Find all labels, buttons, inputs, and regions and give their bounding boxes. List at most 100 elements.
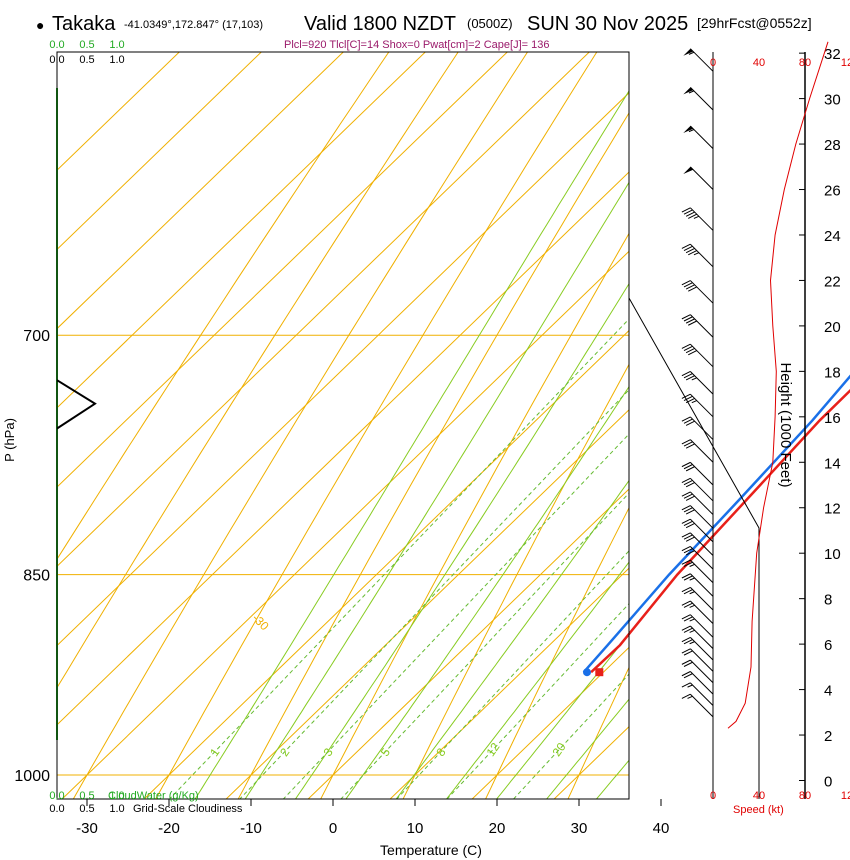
wind-barb [681, 573, 714, 597]
wind-barb-feather [685, 284, 695, 290]
isotherm-line [61, 250, 629, 799]
wind-barb-feather [681, 314, 691, 320]
temperature-tick-label: -10 [240, 820, 262, 837]
wind-barb-staff [690, 166, 714, 190]
wind-barb-feather [683, 650, 693, 656]
wind-barb [681, 518, 714, 543]
wind-barb-feather [681, 393, 691, 399]
isotherm-line [225, 409, 629, 799]
mixing-ratio-line [168, 318, 629, 799]
wind-barb-flag [683, 166, 694, 174]
wind-barb [683, 125, 714, 149]
sounding-series [56, 88, 850, 740]
mixing-ratio-line [396, 550, 629, 799]
wind-barb-feather [685, 347, 695, 354]
height-tick-label: 26 [824, 183, 841, 200]
dry-adiabat-line [72, 52, 529, 799]
wind-barb-feather [685, 397, 695, 404]
wind-barb-feather [685, 550, 695, 556]
mixing-ratio-line [239, 389, 629, 799]
wind-barb [681, 546, 714, 570]
wind-barb-staff [690, 48, 714, 72]
wind-barb-staff [690, 125, 714, 149]
wind-barb-feather [681, 371, 691, 377]
wind-barb-feather [688, 213, 697, 219]
height-tick-label: 18 [824, 364, 841, 381]
background-grid: 123581220100-10-20-300102030 [57, 0, 850, 835]
wind-barb-staff [690, 682, 714, 706]
wind-barb-feather [681, 280, 691, 286]
theta-label: 30 [722, 78, 750, 106]
wind-profile-panel: 0246810121416182022242628303200404080801… [628, 41, 850, 802]
height-tick-label: 12 [824, 501, 841, 518]
wind-barb-feather [683, 602, 693, 608]
wind-barb-feather [683, 395, 693, 402]
wind-barb-feather [685, 509, 695, 515]
moist-adiabat-line [194, 89, 629, 799]
wind-barb-feather [683, 282, 693, 288]
wind-barb [681, 648, 714, 672]
pressure-tick-label: 1000 [14, 768, 50, 785]
cloudwater-label: CloudWater (g/Kg) [108, 790, 199, 802]
x-axis-title: Temperature (C) [380, 842, 482, 858]
wind-barb-half-feather [693, 215, 700, 219]
axis-labels: 2503004005007008501000-30-20-10010203040… [14, 39, 669, 837]
cloudiness-scale-bottom: 0.0 [49, 803, 64, 815]
pressure-tick-label: 700 [23, 328, 50, 345]
wind-barb-half-feather [689, 591, 695, 595]
moist-adiabat-line [445, 561, 629, 799]
wind-barb-feather [681, 586, 691, 593]
wind-barb-feather [681, 682, 691, 688]
cloudiness-scale-top: 1.0 [109, 54, 124, 66]
wind-barb-feather [685, 318, 695, 324]
wind-barb-half-feather [689, 604, 695, 608]
wind-barb-half-feather [691, 400, 697, 404]
wind-barb [681, 682, 714, 706]
wind-barb-staff [690, 416, 714, 440]
wind-barb-staff [690, 393, 714, 418]
wind-barb-feather [681, 491, 691, 497]
isotherm-line [143, 329, 629, 799]
temperature-tick-label: 0 [329, 820, 337, 837]
wind-barb-staff [690, 371, 714, 395]
dry-adiabat-line [237, 112, 629, 799]
wind-barb-half-feather [687, 684, 693, 688]
temperature-tick-label: -20 [158, 820, 180, 837]
wind-barb [681, 505, 714, 529]
wind-barb-feather [685, 443, 695, 449]
wind-barb-feather [681, 636, 691, 643]
cloudwater-scale-bottom: 1.0 [109, 790, 124, 802]
wind-barb-feather [681, 505, 691, 511]
wind-barb-feather [681, 648, 691, 654]
wind-barb-feather [685, 247, 695, 254]
wind-barb-half-feather [688, 90, 695, 94]
wind-barb-feather [683, 316, 693, 322]
wind-barb-feather [681, 461, 691, 468]
moist-adiabat-line [294, 282, 629, 799]
wind-barb-half-feather [689, 618, 695, 622]
height-tick-label: 4 [824, 683, 832, 700]
wind-barb [681, 439, 714, 463]
wind-barb-feather [683, 520, 693, 527]
speed-tick-top: 0 [710, 57, 716, 69]
speed-tick-bottom: 40 [753, 790, 765, 802]
wind-barb-staff [690, 477, 714, 502]
wind-barb [681, 416, 714, 440]
height-tick-label: 8 [824, 592, 832, 609]
moist-adiabat-line [545, 698, 629, 799]
wind-barb-flag [683, 87, 694, 95]
wind-barb-feather [683, 209, 693, 215]
wind-barb-feather [681, 693, 691, 699]
forecast-info: [29hrFcst@0552z] [697, 15, 812, 31]
cloudwater-scale-top: 0.5 [79, 39, 94, 51]
wind-barb [681, 614, 714, 638]
surface-temperature-marker [595, 668, 604, 677]
temperature-line [590, 388, 850, 674]
wind-barb-feather [683, 464, 693, 470]
dry-adiabat-line [635, 0, 850, 835]
wind-barb-feather [683, 575, 693, 581]
wind-barb-staff [690, 314, 714, 338]
wind-barb-staff [690, 505, 714, 529]
isotherm-line [599, 0, 850, 835]
height-tick-label: 30 [824, 92, 841, 109]
